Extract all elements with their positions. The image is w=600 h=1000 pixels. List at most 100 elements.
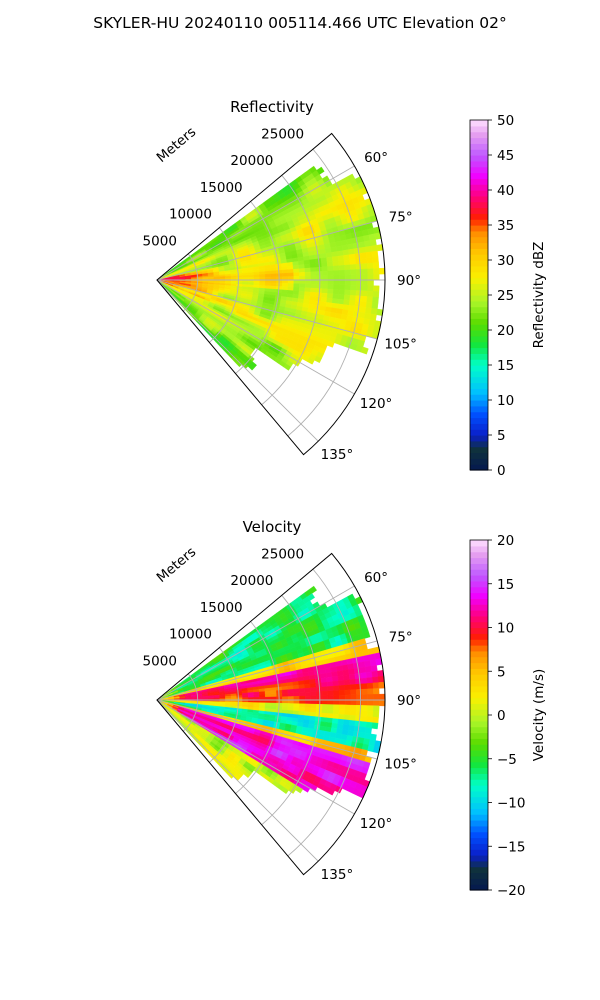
colorbar-tick-label: 45 [497,148,514,164]
colorbar-segment [470,575,488,582]
field-cell [338,294,345,300]
colorbar-segment [470,440,488,448]
field-cell [344,709,351,716]
field-cell [316,166,325,175]
panel-title: Reflectivity [230,98,314,116]
colorbar-segment [470,615,488,623]
field-cell [354,672,362,680]
colorbar-segment [470,417,488,424]
field-cell [293,696,300,701]
field-cell [333,284,340,290]
field-cell [355,678,362,685]
colorbar-segment [470,423,488,430]
field-cell [333,279,340,285]
field-cell [293,703,300,708]
field-cell [270,279,277,284]
field-cell [287,689,294,694]
field-cell [287,699,295,704]
colorbar-tick-label: 15 [497,358,514,374]
field-cell [358,241,366,249]
field-cell [292,684,300,690]
field-cell [243,771,251,779]
field-cell [298,707,306,712]
colorbar-segment [470,353,488,360]
field-cell [338,689,346,696]
colorbar-segment [470,639,488,646]
colorbar-segment [470,668,488,675]
field-cell [348,673,356,680]
field-cell [321,704,329,710]
field-cell [282,703,289,708]
field-cell [360,252,367,259]
field-cell [309,678,316,685]
field-cell [236,695,243,699]
field-cell [287,279,295,284]
field-cell [299,703,306,708]
colorbar-segment [470,592,488,599]
colorbar-tick-label: 20 [497,323,514,339]
colorbar-segment [470,446,488,454]
field-cell [322,695,329,701]
colorbar-segment [470,866,488,874]
field-cell [333,275,340,281]
field-cell [247,274,255,278]
field-cell [360,257,368,265]
field-cell [338,265,346,271]
field-cell [366,716,374,723]
colorbar-segment [470,662,488,669]
colorbar-segment [470,271,488,279]
colorbar-tick-label: 10 [497,393,514,409]
field-cell [304,707,311,713]
field-cell [327,708,334,715]
field-cell [327,704,334,710]
colorbar-segment [470,680,488,687]
colorbar-tick-label: 40 [497,183,514,199]
field-cell [360,672,367,679]
field-cell [282,692,289,697]
field-cell [270,273,277,278]
field-cell [264,282,272,287]
field-cell [336,250,344,257]
colorbar-segment [470,149,488,156]
colorbar-segment [470,289,488,296]
field-cell [326,261,334,267]
colorbar-segment [470,685,488,693]
field-cell [356,269,363,275]
field-cell [293,286,300,292]
field-cell [367,268,374,275]
colorbar-segment [470,370,488,378]
field-cell [361,699,369,706]
field-cell [282,699,289,704]
field-cell [333,690,340,696]
field-cell [331,675,339,682]
field-cell [355,295,362,302]
field-cell [327,275,334,281]
field-cell [270,699,277,704]
field-cell [287,685,294,690]
field-cell [343,259,351,266]
theta-tick-label: 120° [360,816,393,832]
field-cell [356,705,363,711]
field-cell [327,279,334,285]
theta-tick-label: 120° [360,396,393,412]
field-cell [370,664,378,672]
field-cell [371,670,379,678]
colorbar-segment [470,219,488,226]
radial-tick-label: 25000 [261,126,304,142]
colorbar-tick-label: 5 [497,664,506,680]
field-cell [367,710,374,718]
colorbar-segment [470,831,488,839]
field-cell [348,668,356,675]
colorbar-segment [470,225,488,232]
field-cell [282,696,289,701]
colorbar-tick-label: −5 [497,752,517,768]
radial-tick-label: 5000 [143,233,177,249]
field-cell [304,283,312,289]
colorbar-segment [470,172,488,179]
field-cell [338,685,346,691]
field-cell [333,270,340,276]
radial-tick-label: 15000 [200,600,243,616]
field-cell [309,683,317,689]
colorbar-segment [470,551,488,559]
colorbar-segment [470,195,488,203]
